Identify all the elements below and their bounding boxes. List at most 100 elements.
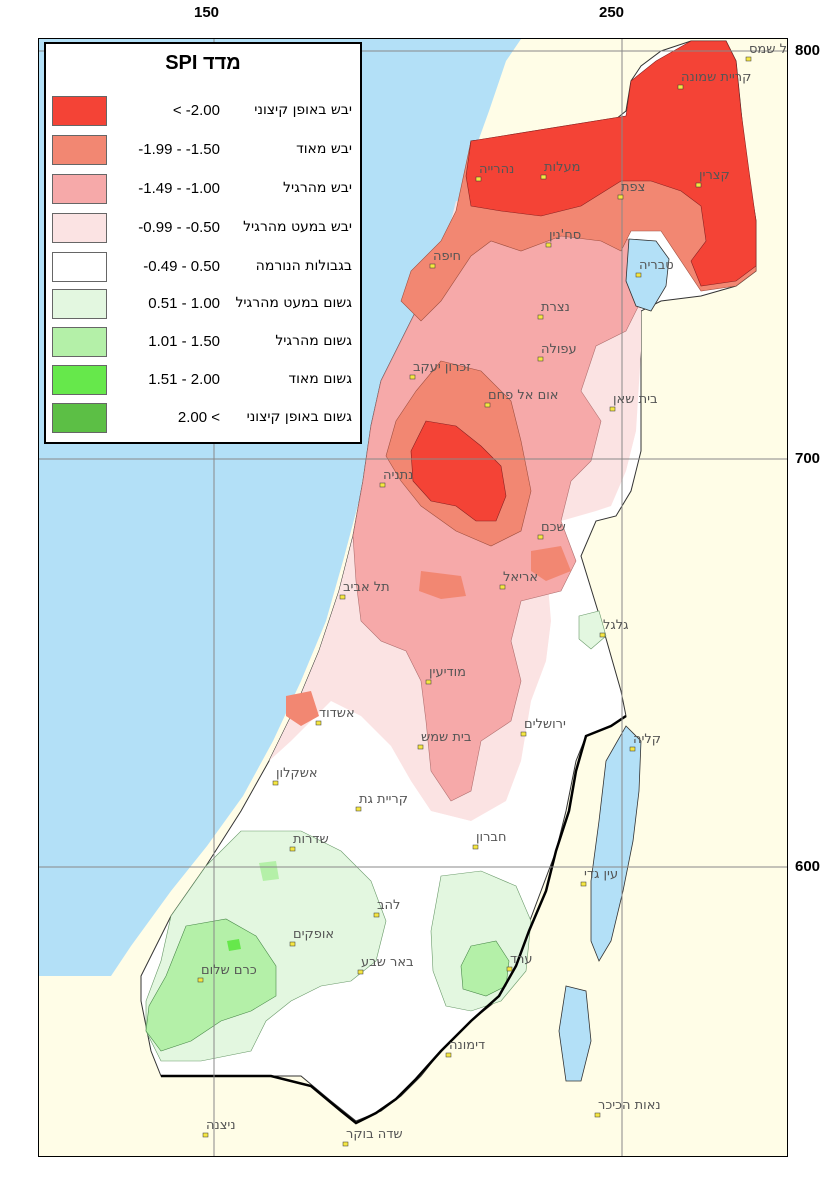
legend-range: -0.49 - 0.50 [143, 258, 220, 275]
city-marker [537, 314, 544, 320]
city-label: שדרות [293, 832, 329, 847]
city-marker [629, 746, 636, 752]
legend-row: -0.49 - 0.50 בגבולות הנורמה [46, 252, 360, 282]
legend-label: יבש מהרגיל [282, 180, 352, 196]
city-marker [409, 374, 416, 380]
legend-range: -1.49 - -1.00 [138, 180, 220, 197]
legend-range: -0.99 - -0.50 [138, 219, 220, 236]
city-label: קריית גת [359, 792, 408, 807]
legend-swatch [52, 135, 107, 165]
city-marker [609, 406, 616, 412]
map-canvas: מג'דל שמס קריית שמונה נהרייה מעלות צפת קצרין ס… [39, 39, 787, 1156]
city-label: עין גדי [584, 867, 618, 882]
city-marker [506, 966, 513, 972]
grid-label-y-700: 700 [795, 450, 821, 467]
grid-label-x-250: 250 [599, 4, 625, 21]
city-marker [695, 182, 702, 188]
legend-label: גשום מאוד [288, 371, 352, 387]
zone-very-wet [227, 939, 241, 951]
city-marker [272, 780, 279, 786]
city-label: סח'נין [549, 228, 581, 243]
city-label: טבריה [639, 258, 674, 273]
city-marker [499, 584, 506, 590]
legend-swatch [52, 365, 107, 395]
border-line [161, 714, 627, 1125]
legend-label: גשום באופן קיצוני [246, 409, 352, 425]
city-marker [315, 720, 322, 726]
legend-swatch [52, 174, 107, 204]
city-marker [537, 534, 544, 540]
city-label: מג'דל שמס [749, 42, 787, 57]
city-marker [635, 272, 642, 278]
grid-label-x-150: 150 [194, 4, 220, 21]
city-marker [289, 941, 296, 947]
city-layer: מג'דל שמס קריית שמונה נהרייה מעלות צפת קצרין ס… [197, 42, 787, 1147]
legend-row: -1.99 - -1.50 יבש מאוד [46, 135, 360, 165]
city-label: כרם שלום [201, 963, 257, 978]
city-marker [617, 194, 624, 200]
city-label: גלגל [603, 618, 629, 633]
city-marker [373, 912, 380, 918]
city-label: חברון [476, 830, 506, 845]
legend-range: -1.99 - -1.50 [138, 141, 220, 158]
city-label: אריאל [503, 570, 538, 585]
legend-row: < -2.00 יבש באופן קיצוני [46, 96, 360, 126]
legend-row: -0.99 - -0.50 יבש במעט מהרגיל [46, 213, 360, 243]
legend-swatch [52, 403, 107, 433]
legend-row: 2.00 < גשום באופן קיצוני [46, 403, 360, 433]
zone-extreme-dry-center [410, 420, 507, 522]
city-label: בית שמש [421, 730, 471, 745]
legend-swatch [52, 327, 107, 357]
sea-of-galilee [625, 238, 670, 312]
city-marker [745, 56, 752, 62]
city-label: תל אביב [343, 580, 390, 595]
grid-label-y-600: 600 [795, 858, 821, 875]
city-marker [472, 844, 479, 850]
city-label: ערד [510, 952, 533, 967]
zone-moderately-wet-arad [460, 940, 510, 997]
city-marker [429, 263, 436, 269]
city-marker [677, 84, 684, 90]
legend-panel: מדד SPI < -2.00 יבש באופן קיצוני -1.99 -… [44, 42, 362, 444]
city-label: מודיעין [429, 665, 466, 680]
city-label: אום אל פחם [488, 388, 558, 403]
zone-extreme-dry-north [465, 40, 757, 287]
city-label: באר שבע [361, 955, 414, 970]
legend-swatch [52, 289, 107, 319]
legend-range: 0.51 - 1.00 [148, 295, 220, 312]
legend-label: גשום מהרגיל [275, 333, 352, 349]
city-marker [545, 242, 552, 248]
legend-row: 1.51 - 2.00 גשום מאוד [46, 365, 360, 395]
legend-range: < -2.00 [172, 102, 220, 119]
legend-swatch [52, 252, 107, 282]
city-marker [289, 846, 296, 852]
zone-very-dry-patch [286, 691, 319, 726]
city-label: זכרון יעקב [413, 360, 471, 375]
legend-label: יבש מאוד [296, 141, 352, 157]
city-marker [355, 806, 362, 812]
city-marker [540, 174, 547, 180]
city-marker [342, 1141, 349, 1147]
city-label: מעלות [544, 160, 580, 175]
legend-range: 1.01 - 1.50 [148, 333, 220, 350]
legend-swatch [52, 96, 107, 126]
legend-row: -1.49 - -1.00 יבש מהרגיל [46, 174, 360, 204]
city-label: בית שאן [613, 392, 658, 407]
city-marker [594, 1112, 601, 1118]
city-label: ניצנה [206, 1118, 236, 1133]
city-label: נאות הכיכר [598, 1098, 661, 1113]
arava-lake [558, 985, 592, 1082]
legend-row: 0.51 - 1.00 גשום במעט מהרגיל [46, 289, 360, 319]
city-marker [379, 482, 386, 488]
city-marker [339, 594, 346, 600]
legend-swatch [52, 213, 107, 243]
city-label: קצרין [699, 168, 730, 183]
legend-range: 1.51 - 2.00 [148, 371, 220, 388]
city-label: שדה בוקר [346, 1127, 403, 1142]
city-marker [445, 1052, 452, 1058]
city-label: אשדוד [319, 706, 355, 721]
legend-row: 1.01 - 1.50 גשום מהרגיל [46, 327, 360, 357]
city-label: עפולה [541, 342, 577, 357]
zone-moderately-wet [145, 918, 277, 1052]
city-label: אופקים [293, 927, 334, 942]
